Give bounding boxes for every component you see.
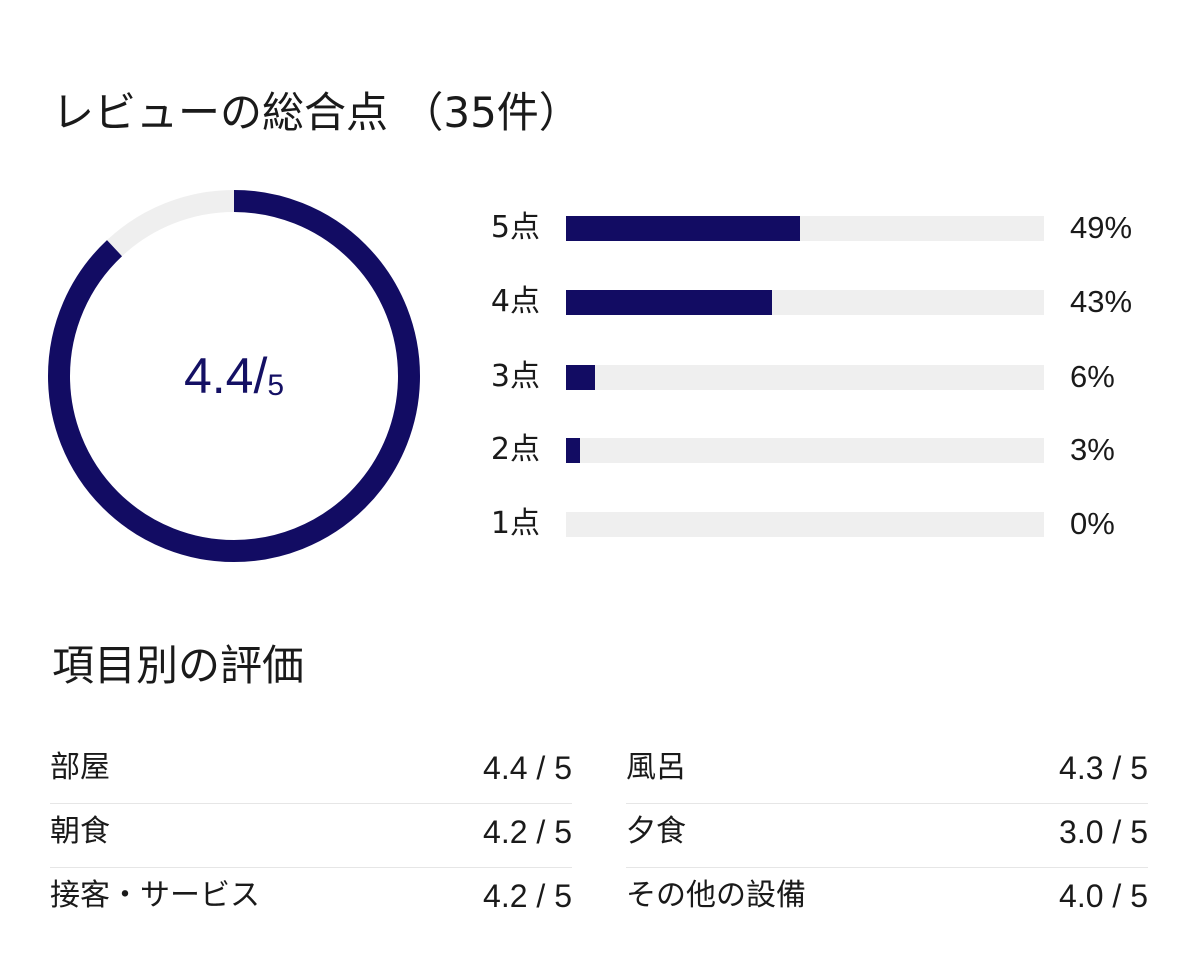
category-row: 夕食 3.0 / 5 xyxy=(626,804,1148,868)
category-row: 風呂 4.3 / 5 xyxy=(626,740,1148,804)
rating-bar-label: 4点 xyxy=(490,284,540,319)
category-row: 接客・サービス 4.2 / 5 xyxy=(50,868,572,931)
rating-bar-percent: 3% xyxy=(1070,432,1115,467)
rating-bar-row: 1点 0% xyxy=(470,506,1160,541)
rating-bar-fill xyxy=(566,216,801,241)
rating-bar-fill xyxy=(566,290,772,315)
rating-bar-label: 5点 xyxy=(490,210,540,245)
rating-bar-track xyxy=(566,438,1044,463)
overall-score-max: 5 xyxy=(267,369,285,402)
rating-bar-percent: 49% xyxy=(1070,210,1133,245)
category-row: 朝食 4.2 / 5 xyxy=(50,804,572,868)
rating-bar-percent: 43% xyxy=(1070,284,1133,319)
rating-bar-label: 2点 xyxy=(490,432,540,467)
rating-bar-track xyxy=(566,290,1044,315)
rating-bar-fill xyxy=(566,365,595,390)
rating-bar-row: 3点 6% xyxy=(470,359,1160,394)
category-score: 4.2 / 5 xyxy=(483,878,572,914)
category-list-right: 風呂 4.3 / 5 夕食 3.0 / 5 その他の設備 4.0 / 5 xyxy=(626,740,1148,931)
rating-bar-track xyxy=(566,512,1044,537)
rating-bar-percent: 6% xyxy=(1070,359,1115,394)
rating-bar-label: 3点 xyxy=(490,359,540,394)
category-score: 3.0 / 5 xyxy=(1059,814,1148,850)
overall-score-slash: / xyxy=(253,348,268,404)
rating-bar-track xyxy=(566,216,1044,241)
donut-chart xyxy=(48,190,420,562)
category-score: 4.0 / 5 xyxy=(1059,878,1148,914)
category-score: 4.4 / 5 xyxy=(483,750,572,786)
category-score: 4.3 / 5 xyxy=(1059,750,1148,786)
category-name: その他の設備 xyxy=(626,878,806,913)
category-name: 部屋 xyxy=(50,750,110,785)
category-name: 夕食 xyxy=(626,814,686,849)
rating-bar-row: 4点 43% xyxy=(470,284,1160,319)
category-row: その他の設備 4.0 / 5 xyxy=(626,868,1148,931)
category-list-left: 部屋 4.4 / 5 朝食 4.2 / 5 接客・サービス 4.2 / 5 xyxy=(50,740,572,931)
rating-bar-track xyxy=(566,365,1044,390)
rating-bar-row: 2点 3% xyxy=(470,432,1160,467)
category-rating-title: 項目別の評価 xyxy=(52,641,305,690)
category-score: 4.2 / 5 xyxy=(483,814,572,850)
rating-bar-percent: 0% xyxy=(1070,506,1115,541)
overall-score-value: 4.4 xyxy=(183,348,254,404)
category-name: 朝食 xyxy=(50,814,110,849)
rating-bar-row: 5点 49% xyxy=(470,210,1160,245)
overall-rating-title: レビューの総合点 （35件） xyxy=(52,88,581,137)
rating-bar-fill xyxy=(566,438,581,463)
overall-score: 4.4/5 xyxy=(48,190,420,562)
category-row: 部屋 4.4 / 5 xyxy=(50,740,572,804)
category-name: 風呂 xyxy=(626,750,686,785)
rating-bar-label: 1点 xyxy=(490,506,540,541)
overall-score-donut: 4.4/5 xyxy=(48,190,420,562)
category-name: 接客・サービス xyxy=(50,878,260,913)
donut-score-arc xyxy=(48,190,420,562)
